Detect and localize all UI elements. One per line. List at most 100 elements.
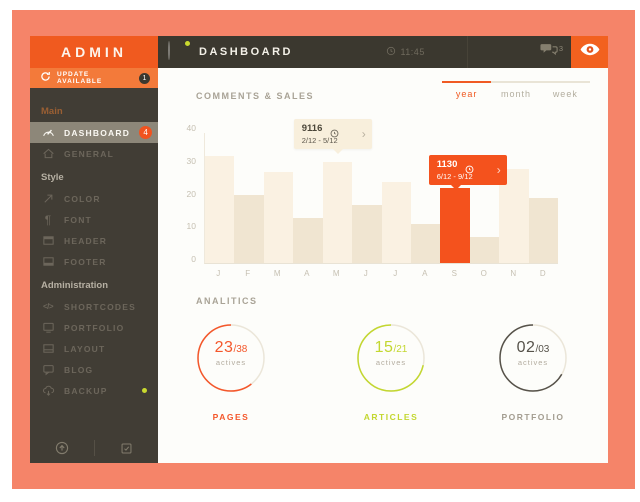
y-tick-label: 10 [186,221,196,232]
admin-app-window: ADMIN UPDATE AVAILABLE 1 Main DASHBOARD 4 G… [30,36,608,463]
sidebar-item-layout[interactable]: LAYOUT [30,338,158,359]
preview-eye-button[interactable] [571,36,608,68]
sidebar-item-label: FOOTER [64,256,107,267]
sidebar-item-shortcodes[interactable]: </> SHORTCODES [30,296,158,317]
header-icon [41,234,55,248]
bar-S-8[interactable] [440,188,470,263]
y-tick-label: 0 [191,254,196,264]
y-tick-label: 30 [186,155,196,166]
gauge-ring [357,324,425,392]
chart-y-axis: 40 30 20 10 0 [170,123,196,264]
pilcrow-icon: ¶ [44,212,52,227]
update-available-label: UPDATE AVAILABLE [57,71,103,85]
sidebar-item-backup[interactable]: BACKUP [30,380,158,401]
chat-icon [41,363,55,377]
sidebar-item-portfolio[interactable]: PORTFOLIO [30,317,158,338]
sidebar-item-color[interactable]: COLOR [30,188,158,209]
sidebar-item-label: COLOR [64,193,101,204]
tab-month[interactable]: month [491,81,541,99]
sidebar-item-label: DASHBOARD [64,127,131,138]
bar-J-6[interactable] [381,181,411,263]
x-tick-label: J [393,269,399,278]
gauge-articles: 15/21 actives ARTICLES [355,322,427,422]
tooltip-range: 2/12 - 5/12 [301,136,338,145]
sidebar: ADMIN UPDATE AVAILABLE 1 Main DASHBOARD 4 G… [30,36,158,463]
gauge-value: 15/21 [374,339,408,356]
bar-O-9[interactable] [469,237,500,263]
bar-chart: 9116 2/12 - 5/12 › 1130 6/12 - 9/12 › [204,119,559,264]
sidebar-section-label: Style [41,172,64,183]
tab-year[interactable]: year [442,81,492,99]
app-frame: ADMIN UPDATE AVAILABLE 1 Main DASHBOARD 4 G… [12,10,635,489]
x-tick-label: D [539,269,547,278]
sidebar-item-label: SHORTCODES [64,301,136,312]
sidebar-item-font[interactable]: ¶ FONT [30,209,158,230]
x-tick-label: N [510,269,518,278]
sidebar-item-label: HEADER [64,235,108,246]
bar-M-2[interactable] [263,172,294,263]
x-tick-label: S [451,269,458,278]
chevron-right-icon[interactable]: › [496,163,501,177]
clock-widget: 11:45 [386,46,424,58]
sidebar-item-blog[interactable]: BLOG [30,359,158,380]
monitor-icon [41,321,55,335]
sidebar-item-label: BLOG [64,364,94,375]
gauge-label: PORTFOLIO [501,412,565,422]
dashboard-content: COMMENTS & SALES year month week 40 30 20 10 0… [158,68,608,463]
online-status-dot [184,39,191,47]
bar-F-1[interactable] [234,194,264,263]
tab-week[interactable]: week [540,81,590,99]
notification-badge: 4 [139,126,153,139]
tooltip-range: 6/12 - 9/12 [436,172,473,181]
sidebar-item-footer[interactable]: FOOTER [30,251,158,272]
gauge-label: PAGES [212,412,250,422]
update-available-banner[interactable]: UPDATE AVAILABLE 1 [30,68,158,88]
sidebar-item-dashboard[interactable]: DASHBOARD 4 [30,122,158,143]
gauge-value: 02/03 [516,339,550,356]
gauge-ring [499,324,567,392]
x-tick-label: A [304,269,311,278]
clock-icon [330,125,339,143]
checkbox-icon[interactable] [95,442,159,455]
user-avatar[interactable] [168,39,191,63]
x-tick-label: A [422,269,429,278]
bar-J-0[interactable] [205,155,235,263]
time-label: 11:45 [400,47,425,57]
sidebar-menu: Main DASHBOARD 4 GENERAL Style COLOR ¶ FONT HEAD… [30,88,158,401]
status-dot [142,388,147,393]
bar-D-11[interactable] [528,198,559,263]
chevron-right-icon[interactable]: › [361,127,366,141]
sidebar-item-label: FONT [64,214,92,225]
analytics-title: ANALITICS [196,296,258,306]
bar-A-3[interactable] [293,217,323,263]
home-icon [41,147,55,161]
sidebar-item-general[interactable]: GENERAL [30,143,158,164]
messages-button[interactable]: 3 [540,42,563,62]
gauge-pages: 23/38 actives PAGES [195,322,267,422]
x-tick-label: J [363,269,369,278]
sidebar-footer [30,433,158,463]
update-count-badge: 1 [139,72,150,84]
tooltip-arrow [450,185,461,190]
bar-J-5[interactable] [352,204,382,263]
eye-icon [580,43,600,61]
gauge-ring [197,324,265,392]
sidebar-section-label: Administration [41,280,109,291]
footer-icon [41,255,55,269]
clock-icon [386,46,396,58]
page-title: DASHBOARD [199,46,293,58]
upload-circle-icon[interactable] [30,441,94,455]
avatar-photo [168,40,170,60]
code-icon: </> [42,302,54,311]
gauge-label: ARTICLES [363,412,419,422]
chart-tooltip: 9116 2/12 - 5/12 › [293,119,372,154]
chat-bubbles-icon [540,42,558,62]
tooltip-arrow [332,149,343,154]
y-tick-label: 40 [186,123,196,133]
bar-A-7[interactable] [410,224,441,263]
picker-icon [41,192,55,206]
tooltip-value: 1130 [436,159,458,170]
sidebar-item-header[interactable]: HEADER [30,230,158,251]
top-bar: DASHBOARD 11:45 [158,36,608,68]
bar-M-4[interactable] [322,162,353,263]
